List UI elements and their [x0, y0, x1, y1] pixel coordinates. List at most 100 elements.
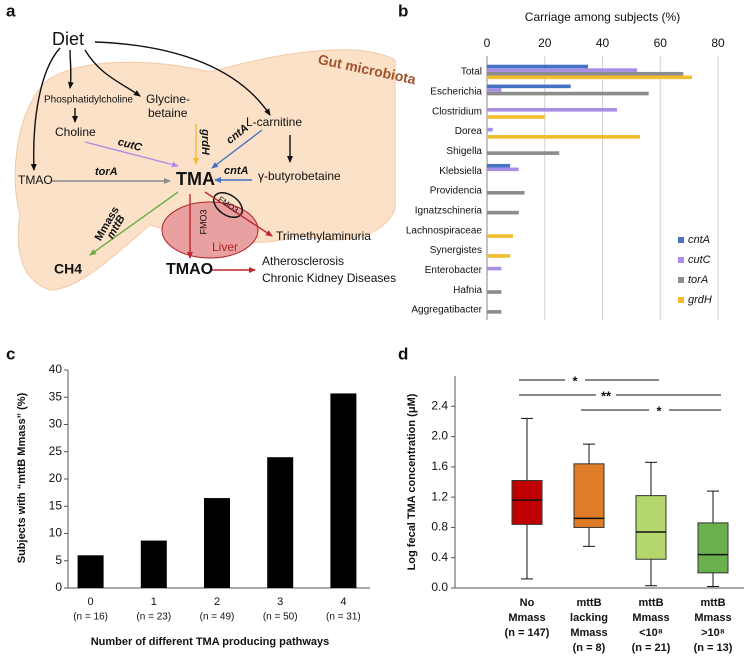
y-tick-label: Synergistes — [430, 245, 482, 256]
y-tick-label: Hafnia — [453, 285, 482, 296]
bar — [487, 71, 684, 76]
bar — [487, 266, 502, 271]
x-tick-label: Mmass — [508, 612, 545, 624]
y-tick-label: 35 — [49, 389, 63, 403]
x-tick-label: (n = 21) — [632, 642, 671, 654]
x-tick-label: 40 — [596, 36, 610, 50]
bar — [487, 290, 502, 294]
significance-label: * — [572, 373, 578, 388]
x-tick-label: (n = 147) — [505, 627, 550, 639]
node-label: betaine — [148, 106, 188, 120]
x-tick-label: 0 — [88, 596, 94, 608]
x-tick-label: 20 — [538, 36, 552, 50]
node-label: Atherosclerosis — [262, 254, 344, 268]
x-tick-label: mttB — [576, 597, 601, 609]
legend-label: cutC — [688, 254, 711, 266]
y-tick-label: 0.4 — [431, 550, 448, 564]
arrow — [204, 191, 273, 237]
y-axis-label: Subjects with “mttB Mmass” (%) — [16, 392, 28, 563]
x-tick-label: 1 — [151, 596, 157, 608]
bar — [487, 108, 617, 112]
panel-letter: d — [398, 344, 408, 363]
y-tick-label: 10 — [49, 526, 63, 540]
y-tick-label: Clostridium — [432, 106, 482, 117]
bar — [487, 88, 502, 92]
liver-shape — [161, 201, 259, 259]
box — [697, 522, 729, 574]
gut-region — [14, 49, 396, 291]
x-tick-sublabel: (n = 16) — [73, 612, 108, 623]
y-axis-label: Log fecal TMA concentration (μM) — [406, 393, 418, 570]
box — [635, 495, 667, 560]
y-tick-label: 1.2 — [431, 489, 448, 503]
node-label: CH4 — [54, 261, 82, 277]
x-tick-label: >10⁸ — [701, 627, 725, 639]
node-label: Diet — [52, 29, 84, 49]
node-label: TMA — [176, 169, 215, 189]
y-tick-label: Aggregatibacter — [411, 305, 482, 316]
y-tick-label: 0.0 — [431, 580, 448, 594]
x-tick-label: 80 — [711, 36, 725, 50]
y-tick-label: 1.6 — [431, 459, 448, 473]
y-tick-label: 0.8 — [431, 520, 448, 534]
y-tick-label: Dorea — [455, 126, 483, 137]
x-tick-sublabel: (n = 50) — [263, 612, 298, 623]
y-tick-label: Total — [461, 67, 482, 78]
panel-letter: a — [6, 1, 16, 20]
y-tick-label: Shigella — [446, 146, 482, 157]
x-tick-sublabel: (n = 23) — [136, 612, 171, 623]
bar — [77, 555, 104, 588]
arrow — [84, 141, 179, 168]
y-tick-label: Escherichia — [430, 86, 482, 97]
x-tick-label: (n = 13) — [694, 642, 733, 654]
node-label: TMAO — [166, 261, 213, 278]
enzyme-label: torA — [95, 166, 118, 178]
arrow — [67, 49, 74, 89]
y-tick-label: 2.4 — [431, 398, 448, 412]
arrow — [211, 129, 263, 169]
x-tick-label: 60 — [654, 36, 668, 50]
bar — [487, 115, 545, 119]
x-tick-label: lacking — [570, 612, 608, 624]
legend-swatch — [678, 297, 684, 303]
bar — [487, 210, 519, 215]
arrow — [84, 49, 141, 97]
legend-swatch — [678, 277, 684, 283]
y-tick-label: Providencia — [430, 186, 483, 197]
x-tick-sublabel: (n = 31) — [326, 612, 361, 623]
legend-label: grdH — [688, 294, 712, 306]
y-tick-label: Ignatzschineria — [415, 205, 483, 216]
y-tick-label: 25 — [49, 444, 63, 458]
y-tick-label: 40 — [49, 362, 63, 376]
y-tick-label: 20 — [49, 471, 63, 485]
bar — [487, 84, 571, 89]
x-axis-label: Number of different TMA producing pathwa… — [91, 636, 330, 648]
x-tick-label: Mmass — [632, 612, 669, 624]
fmo3-circle — [212, 191, 244, 219]
bar — [487, 135, 641, 139]
node-label: TMAO — [18, 173, 53, 187]
x-tick-sublabel: (n = 49) — [200, 612, 235, 623]
x-tick-label: Mmass — [694, 612, 731, 624]
node-label: FMO3 — [198, 209, 208, 234]
bar — [330, 393, 357, 588]
enzyme-label: cntA — [224, 165, 249, 177]
x-tick-label: 4 — [340, 596, 346, 608]
significance-label: * — [656, 403, 662, 418]
bar — [487, 191, 525, 195]
node-label: γ-butyrobetaine — [258, 169, 341, 183]
box — [573, 463, 605, 528]
x-tick-label: mttB — [700, 597, 725, 609]
node-label: L-carnitine — [246, 115, 302, 129]
node-label: Liver — [212, 240, 238, 254]
x-tick-label: 2 — [214, 596, 220, 608]
y-tick-label: 30 — [49, 417, 63, 431]
node-label: Phosphatidylcholine — [44, 95, 133, 106]
bar — [487, 234, 513, 238]
bar — [487, 75, 693, 80]
bar — [140, 540, 167, 588]
bar — [487, 64, 589, 69]
x-tick-label: (n = 8) — [573, 642, 606, 654]
x-tick-label: mttB — [638, 597, 663, 609]
